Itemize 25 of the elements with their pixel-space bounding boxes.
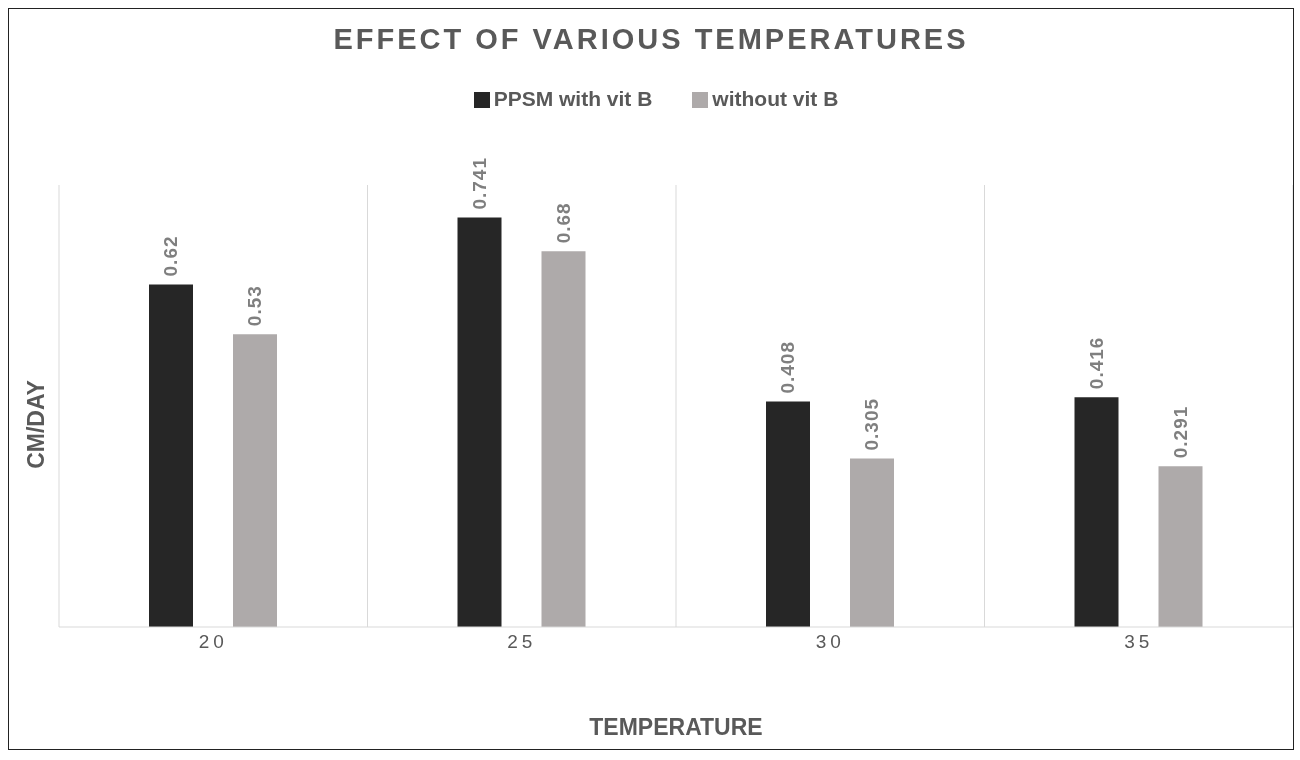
data-label: 0.416 xyxy=(1086,336,1107,390)
x-tick-label: 35 xyxy=(1124,631,1154,653)
bar xyxy=(1074,397,1119,627)
chart-title: EFFECT OF VARIOUS TEMPERATURES xyxy=(332,23,970,56)
x-tick-label: 20 xyxy=(198,631,228,653)
data-label: 0.741 xyxy=(469,157,490,210)
data-label: 0.62 xyxy=(160,235,182,277)
x-tick-label: 25 xyxy=(507,631,537,653)
data-label: 0.53 xyxy=(244,285,266,327)
data-label: 0.68 xyxy=(553,202,574,244)
data-label: 0.408 xyxy=(777,341,799,394)
bar xyxy=(850,458,894,627)
data-label: 0.305 xyxy=(861,397,883,451)
x-tick-label: 30 xyxy=(815,631,845,653)
bar xyxy=(541,251,586,627)
bar xyxy=(457,217,502,627)
bar xyxy=(1158,466,1203,627)
data-label: 0.291 xyxy=(1170,405,1191,459)
legend-label: PPSM with vit B xyxy=(493,87,653,110)
bar xyxy=(766,401,810,627)
y-axis-title: CM/DAY xyxy=(22,379,50,469)
legend-label: without vit B xyxy=(712,87,839,110)
x-axis-title: TEMPERATURE xyxy=(588,714,764,741)
bar xyxy=(149,284,193,627)
bar xyxy=(233,334,277,627)
